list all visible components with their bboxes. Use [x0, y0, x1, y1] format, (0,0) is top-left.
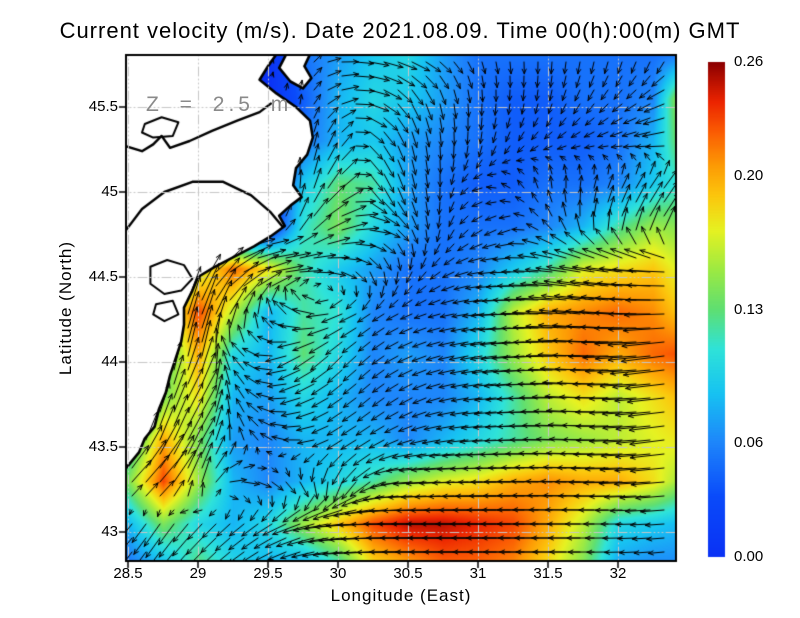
x-axis-label: Longitude (East) — [330, 586, 472, 605]
y-tick-label: 44.5 — [88, 268, 118, 285]
x-tick-label: 29.5 — [253, 565, 283, 582]
x-tick-label: 30 — [329, 565, 347, 582]
colorbar-tick-label: 0.26 — [734, 53, 764, 70]
colorbar-tick-label: 0.20 — [734, 167, 764, 185]
x-tick-label: 28.5 — [113, 565, 143, 582]
x-tick-label: 32 — [609, 565, 627, 582]
y-tick-label: 43.5 — [88, 438, 118, 455]
y-tick-label: 45.5 — [88, 98, 118, 115]
depth-annotation: Z = 2.5 m — [146, 93, 293, 116]
x-tick-label: 29 — [189, 565, 207, 582]
colorbar-tick-label: 0.00 — [734, 548, 764, 565]
chart-title: Current velocity (m/s). Date 2021.08.09.… — [59, 18, 741, 43]
colorbar-tick-label: 0.13 — [734, 300, 764, 318]
y-tick-label: 43 — [101, 523, 118, 540]
x-tick-label: 30.5 — [393, 565, 423, 582]
y-tick-label: 44 — [101, 353, 118, 370]
x-tick-label: 31.5 — [533, 565, 563, 582]
y-tick-label: 45 — [101, 183, 118, 200]
x-tick-label: 31 — [469, 565, 487, 582]
colorbar-tick-label: 0.06 — [734, 433, 764, 451]
